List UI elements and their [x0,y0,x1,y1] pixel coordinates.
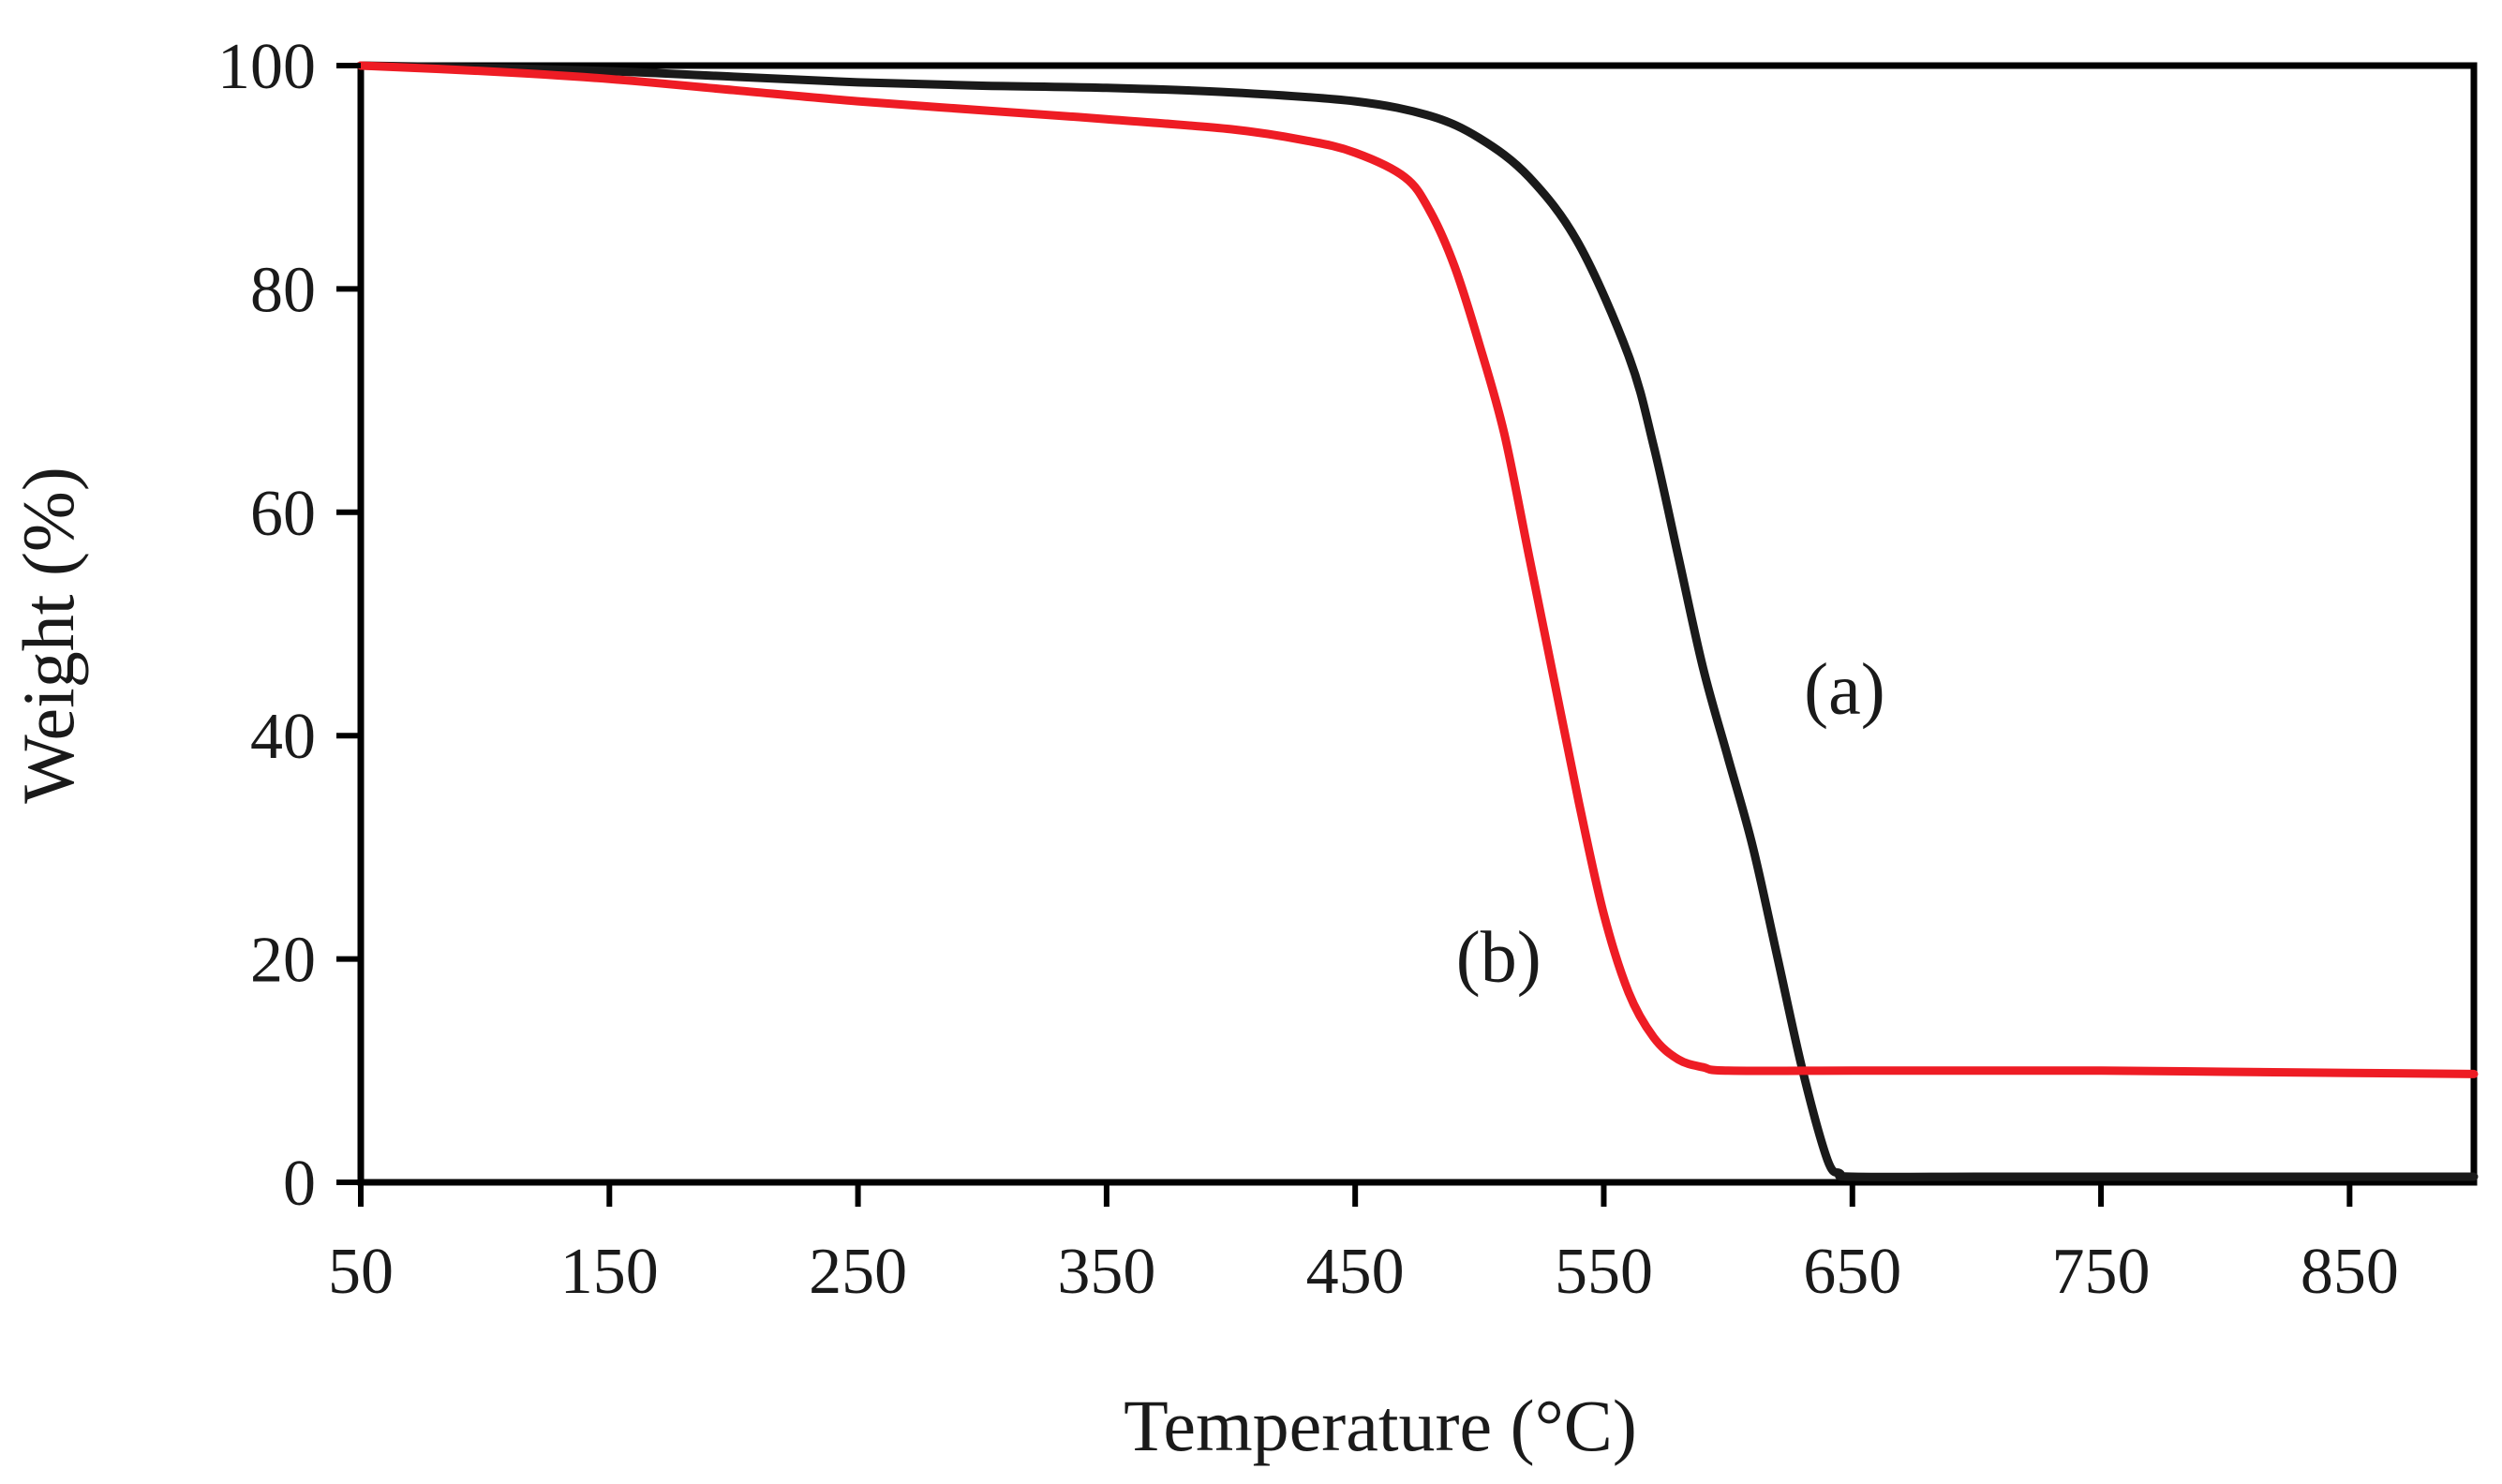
y-tick-label: 20 [250,925,316,997]
x-tick-label: 150 [560,1236,659,1308]
x-tick-label: 550 [1555,1236,1653,1308]
series-line-b [356,61,2479,1078]
series-layer: (a) (b) [356,61,2479,1181]
y-tick-label: 0 [283,1148,316,1220]
x-axis-title: Temperature (°C) [1124,1385,1637,1466]
y-tick-label: 80 [250,254,316,326]
x-tick-label: 50 [328,1236,394,1308]
x-tick-label: 250 [809,1236,907,1308]
x-tick-label: 850 [2301,1236,2399,1308]
plot-area [357,62,2478,1186]
y-tick-label: 100 [217,31,316,103]
series-line-a [356,61,2479,1181]
series-label-b: (b) [1456,916,1541,998]
y-tick-label: 60 [250,478,316,550]
plot-frame [357,62,2478,1186]
x-tick-label: 650 [1803,1236,1901,1308]
x-tick-label: 450 [1306,1236,1405,1308]
series-label-a: (a) [1804,648,1885,730]
y-tick-label: 40 [250,701,316,773]
y-axis-title: Weight (%) [7,467,89,804]
ticks-layer: 50 150 250 350 450 550 650 750 850 0 20 40 60 80 100 [217,31,2399,1308]
x-tick-label: 350 [1057,1236,1155,1308]
x-tick-label: 750 [2052,1236,2151,1308]
